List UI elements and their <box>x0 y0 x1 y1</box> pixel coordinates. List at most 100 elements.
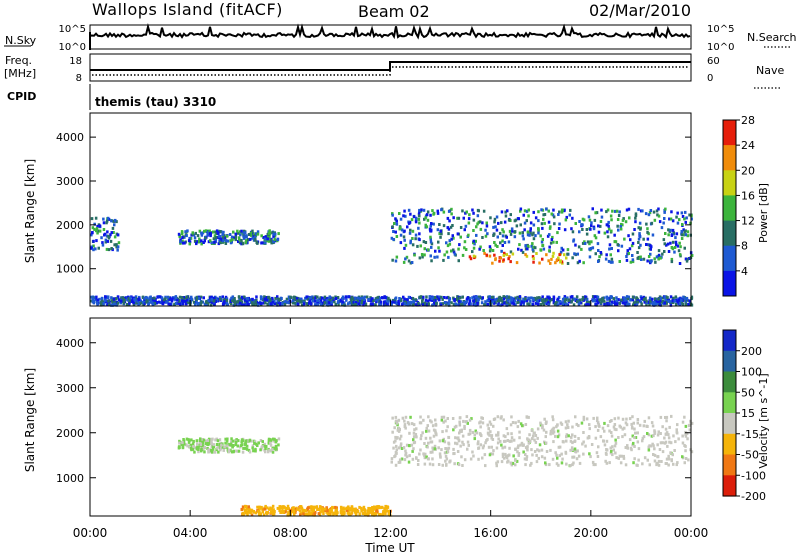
heatmap-cell <box>236 229 239 233</box>
heatmap-cell <box>479 227 483 231</box>
heatmap-cell <box>234 303 237 306</box>
y-tick-label: 4000 <box>56 131 84 144</box>
heatmap-cell <box>500 298 503 302</box>
heatmap-cell <box>554 451 557 455</box>
heatmap-cell <box>458 420 461 424</box>
heatmap-cell <box>452 296 455 300</box>
heatmap-cell <box>666 242 670 246</box>
heatmap-cell <box>516 297 520 301</box>
heatmap-cell <box>687 458 690 462</box>
heatmap-cell <box>557 295 561 299</box>
heatmap-cell <box>517 217 520 221</box>
heatmap-cell <box>563 299 567 303</box>
heatmap-cell <box>546 234 550 238</box>
heatmap-cell <box>254 449 257 453</box>
heatmap-cell <box>532 298 535 301</box>
heatmap-cell <box>459 303 463 307</box>
heatmap-cell <box>420 208 423 212</box>
heatmap-cell <box>571 256 574 260</box>
colorbar-segment <box>723 120 736 146</box>
heatmap-cell <box>636 421 639 425</box>
heatmap-cell <box>312 296 315 300</box>
heatmap-cell <box>110 296 113 300</box>
heatmap-cell <box>515 261 519 265</box>
heatmap-cell <box>101 243 105 247</box>
heatmap-cell <box>188 242 191 246</box>
heatmap-cell <box>621 427 624 431</box>
heatmap-cell <box>158 300 161 304</box>
heatmap-cell <box>624 421 628 425</box>
heatmap-cell <box>608 299 612 303</box>
heatmap-cell <box>496 245 499 248</box>
heatmap-cell <box>525 455 529 459</box>
heatmap-cell <box>110 299 113 303</box>
heatmap-cell <box>663 441 667 445</box>
heatmap-cell <box>434 249 437 253</box>
heatmap-cell <box>394 217 397 221</box>
heatmap-cell <box>384 512 387 516</box>
heatmap-cell <box>452 447 455 451</box>
heatmap-cell <box>467 302 471 306</box>
heatmap-cell <box>407 208 411 212</box>
heatmap-cell <box>182 439 186 443</box>
heatmap-cell <box>229 448 232 452</box>
heatmap-cell <box>105 221 108 225</box>
heatmap-cell <box>596 299 600 303</box>
heatmap-cell <box>565 433 569 437</box>
heatmap-cell <box>100 296 104 300</box>
heatmap-cell <box>657 463 661 467</box>
heatmap-cell <box>631 434 634 438</box>
heatmap-cell <box>485 221 488 225</box>
heatmap-cell <box>595 451 599 455</box>
heatmap-cell <box>572 238 576 242</box>
heatmap-cell <box>481 456 484 460</box>
heatmap-cell <box>99 301 103 305</box>
heatmap-cell <box>513 299 517 303</box>
heatmap-cell <box>673 299 677 303</box>
heatmap-cell <box>647 445 650 449</box>
heatmap-cell <box>580 421 584 425</box>
heatmap-cell <box>646 230 649 234</box>
heatmap-cell <box>267 295 270 299</box>
heatmap-cell <box>671 301 675 305</box>
heatmap-cell <box>431 303 434 307</box>
heatmap-cell <box>520 300 524 304</box>
heatmap-cell <box>247 233 251 236</box>
heatmap-cell <box>534 440 538 444</box>
heatmap-cell <box>561 302 565 306</box>
heatmap-cell <box>274 296 277 300</box>
heatmap-cell <box>584 303 588 307</box>
heatmap-cell <box>629 298 632 302</box>
heatmap-cell <box>667 433 670 437</box>
heatmap-cell <box>609 214 613 218</box>
heatmap-cell <box>242 236 246 240</box>
heatmap-cell <box>588 255 592 259</box>
heatmap-cell <box>502 295 505 299</box>
heatmap-cell <box>264 235 268 239</box>
heatmap-cell <box>244 439 248 443</box>
heatmap-cell <box>245 297 249 301</box>
heatmap-cell <box>304 509 307 513</box>
heatmap-cell <box>334 302 337 306</box>
heatmap-cell <box>599 224 602 228</box>
heatmap-cell <box>390 302 393 306</box>
heatmap-cell <box>206 439 210 442</box>
heatmap-cell <box>629 446 633 450</box>
heatmap-cell <box>394 415 398 419</box>
heatmap-cell <box>652 453 655 456</box>
heatmap-cell <box>588 242 591 246</box>
heatmap-cell <box>369 296 372 300</box>
heatmap-cell <box>614 438 617 442</box>
heatmap-cell <box>205 303 208 307</box>
heatmap-cell <box>136 299 140 303</box>
heatmap-cell <box>537 219 540 223</box>
heatmap-cell <box>240 438 244 442</box>
heatmap-cell <box>610 300 613 304</box>
heatmap-cell <box>592 225 596 229</box>
heatmap-cell <box>649 444 653 448</box>
heatmap-cell <box>527 245 530 249</box>
heatmap-cell <box>239 233 242 237</box>
heatmap-cell <box>195 439 199 443</box>
heatmap-cell <box>639 243 642 247</box>
heatmap-cell <box>225 439 229 443</box>
